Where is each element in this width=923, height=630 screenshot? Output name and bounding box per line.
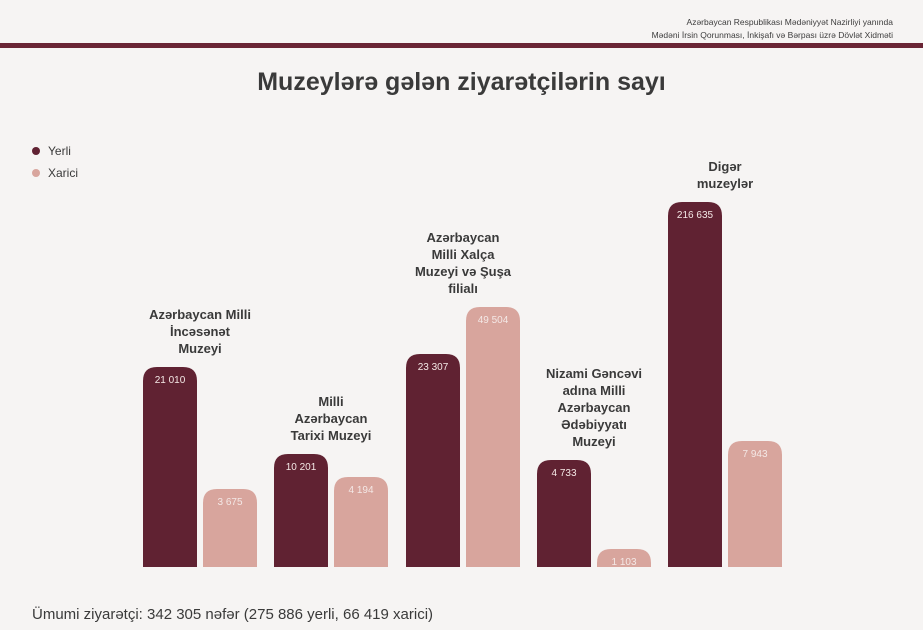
bar-xarici-4 — [728, 441, 782, 567]
bar-value-label: 1 103 — [611, 557, 636, 568]
bar-value-label: 3 675 — [217, 497, 242, 508]
header-divider — [0, 43, 923, 48]
bar-yerli-3 — [537, 460, 591, 567]
category-label: Nizami Gəncəvi adına Milli Azərbaycan Ədəbi… — [546, 366, 642, 449]
bar-chart: 21 010 3 675 Azərbaycan Milli İncəsənət Muze… — [143, 159, 782, 568]
bar-xarici-3 — [597, 549, 651, 567]
category-label: Azərbaycan Milli Xalça Muzeyi və Şuşa filia… — [415, 230, 512, 296]
legend-item-yerli: Yerli — [32, 140, 78, 162]
legend-label-xarici: Xarici — [48, 166, 79, 180]
legend-item-xarici: Xarici — [32, 162, 78, 184]
bar-value-label: 4 733 — [551, 468, 576, 479]
bar-value-label: 49 504 — [478, 315, 509, 326]
bar-xarici-1 — [334, 477, 388, 567]
legend-swatch-xarici — [32, 169, 40, 177]
bar-value-label: 4 194 — [348, 485, 373, 496]
bar-value-label: 7 943 — [742, 449, 767, 460]
bar-xarici-2 — [466, 307, 520, 567]
bar-yerli-0 — [143, 367, 197, 567]
header-organization: Azərbaycan Respublikası Mədəniyyət Nazir… — [652, 16, 893, 42]
bar-yerli-2 — [406, 354, 460, 567]
category-label: Digər muzeylər — [697, 159, 753, 191]
total-visitors-note: Ümumi ziyarətçi: 342 305 nəfər (275 886 … — [32, 606, 434, 623]
header-org-line2: Mədəni İrsin Qorunması, İnkişafı və Bərp… — [651, 30, 893, 40]
bar-value-label: 10 201 — [286, 462, 317, 473]
legend-label-yerli: Yerli — [48, 144, 71, 158]
bar-xarici-0 — [203, 489, 257, 567]
category-label: Milli Azərbaycan Tarixi Muzeyi — [291, 394, 372, 443]
bar-yerli-1 — [274, 454, 328, 567]
legend-swatch-yerli — [32, 147, 40, 155]
bar-value-label: 21 010 — [155, 375, 186, 386]
category-label: Azərbaycan Milli İncəsənət Muzeyi — [149, 307, 251, 356]
chart-title: Muzeylərə gələn ziyarətçilərin sayı — [257, 68, 666, 96]
bar-yerli-4 — [668, 202, 722, 567]
bar-value-label: 23 307 — [418, 362, 449, 373]
chart-legend: Yerli Xarici — [32, 140, 78, 184]
header-org-line1: Azərbaycan Respublikası Mədəniyyət Nazir… — [686, 17, 893, 27]
bar-value-label: 216 635 — [677, 210, 714, 221]
